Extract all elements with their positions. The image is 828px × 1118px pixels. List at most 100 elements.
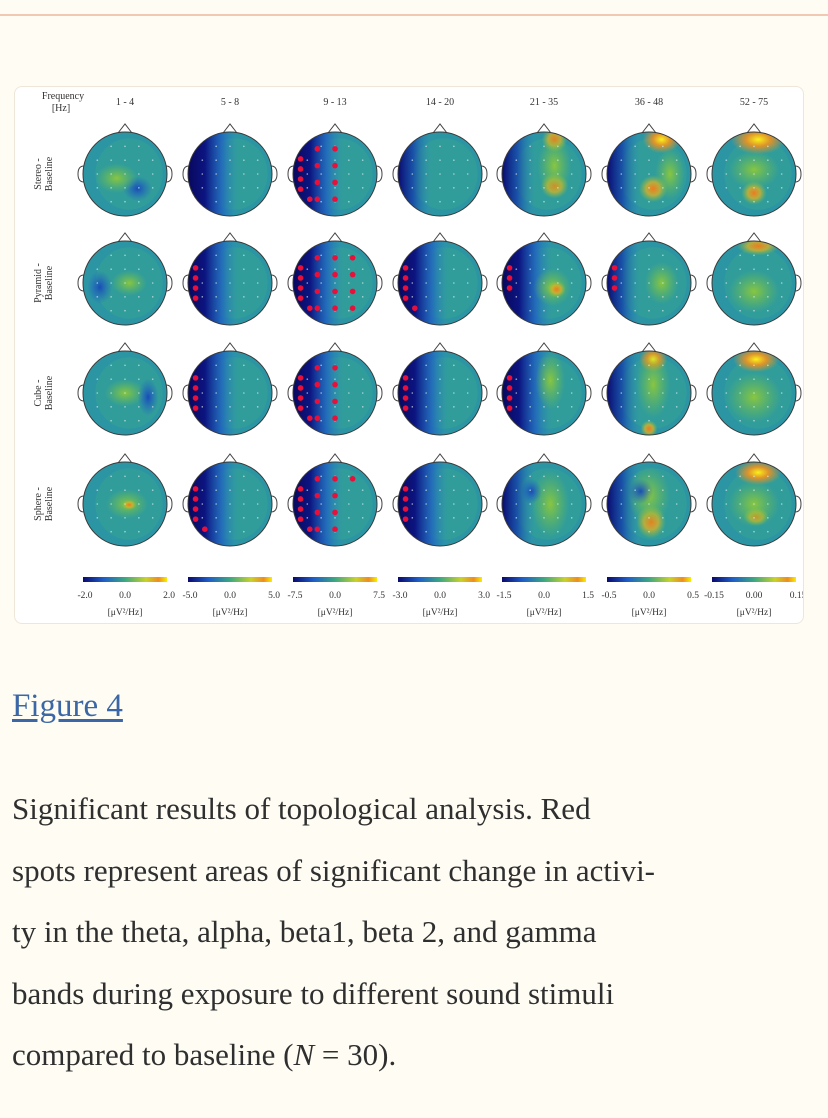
significant-electrode-dot xyxy=(314,415,321,422)
head-outline xyxy=(82,131,168,217)
nose-marker xyxy=(222,232,238,243)
head-outline xyxy=(82,350,168,436)
significant-electrode-dot xyxy=(506,375,513,381)
topomap-0-3 xyxy=(392,123,488,217)
topomap-2-0 xyxy=(77,342,173,436)
colorbar-6 xyxy=(712,577,796,582)
nose-marker xyxy=(222,453,238,464)
significant-electrode-dot xyxy=(332,526,338,532)
significant-electrode-dot xyxy=(314,476,321,482)
significant-electrode-dot xyxy=(192,295,199,301)
left-ear-marker xyxy=(392,384,400,402)
significant-electrode-dot xyxy=(349,271,356,278)
significant-electrode-dot xyxy=(332,255,338,261)
nose-marker xyxy=(222,123,238,134)
topomap-1-5 xyxy=(601,232,697,326)
significant-electrode-dot xyxy=(314,509,321,516)
significant-electrode-dot xyxy=(297,405,304,411)
significant-electrode-dot xyxy=(297,285,304,291)
significant-electrode-dot xyxy=(412,305,418,311)
figure-4-link[interactable]: Figure 4 xyxy=(12,688,123,724)
colorbar-max-4: 1.5 xyxy=(582,591,594,601)
caption-line-5-pre: compared to baseline ( xyxy=(12,1037,294,1072)
right-ear-marker xyxy=(480,165,488,183)
topomap-1-0 xyxy=(77,232,173,326)
significant-electrode-dot xyxy=(297,506,304,512)
nose-marker xyxy=(536,123,552,134)
nose-marker xyxy=(746,342,762,353)
significant-electrode-dot xyxy=(297,385,304,391)
nose-marker xyxy=(641,453,657,464)
significant-electrode-dot xyxy=(192,265,199,271)
nose-marker xyxy=(746,453,762,464)
head-outline xyxy=(711,240,797,326)
topomap-3-6 xyxy=(706,453,802,547)
significant-electrode-dot xyxy=(297,176,304,182)
condition-sublabel-0: Baseline xyxy=(44,156,55,191)
head-outline xyxy=(397,461,483,547)
condition-label-3: Sphere - xyxy=(33,487,44,521)
colorbar-max-0: 2.0 xyxy=(163,591,175,601)
colorbar-1 xyxy=(188,577,272,582)
nose-marker xyxy=(327,123,343,134)
significant-electrode-dot xyxy=(314,255,321,261)
head-outline xyxy=(606,240,692,326)
head-outline xyxy=(606,131,692,217)
head-outline xyxy=(397,131,483,217)
right-ear-marker xyxy=(689,274,697,292)
right-ear-marker xyxy=(794,495,802,513)
figure-caption: Significant results of topological analy… xyxy=(12,778,818,1086)
significant-electrode-dot xyxy=(307,196,313,202)
left-ear-marker xyxy=(392,165,400,183)
significant-electrode-dot xyxy=(332,476,338,482)
right-ear-marker xyxy=(270,274,278,292)
head-outline xyxy=(187,461,273,547)
significant-electrode-dot xyxy=(332,398,338,405)
head-outline xyxy=(187,240,273,326)
left-ear-marker xyxy=(496,165,504,183)
significant-electrode-dot xyxy=(314,365,321,371)
nose-marker xyxy=(641,232,657,243)
topomap-1-3 xyxy=(392,232,488,326)
colorbar-unit-4: [μV²/Hz] xyxy=(527,608,562,618)
nose-marker xyxy=(746,123,762,134)
colorbar-min-4: -1.5 xyxy=(496,591,511,601)
left-ear-marker xyxy=(496,274,504,292)
right-ear-marker xyxy=(584,384,592,402)
nose-marker xyxy=(536,453,552,464)
topomap-2-5 xyxy=(601,342,697,436)
significant-electrode-dot xyxy=(297,166,304,172)
significant-electrode-dot xyxy=(506,405,513,411)
significant-electrode-dot xyxy=(297,516,304,522)
right-ear-marker xyxy=(270,495,278,513)
significant-electrode-dot xyxy=(297,265,304,271)
left-ear-marker xyxy=(287,495,295,513)
band-label-5: 36 - 48 xyxy=(635,97,663,108)
significant-electrode-dot xyxy=(332,365,338,371)
left-ear-marker xyxy=(77,384,85,402)
significant-electrode-dot xyxy=(402,516,409,522)
colorbar-min-0: -2.0 xyxy=(77,591,92,601)
left-ear-marker xyxy=(706,384,714,402)
significant-electrode-dot xyxy=(402,295,409,301)
topomap-0-0 xyxy=(77,123,173,217)
head-outline xyxy=(292,240,378,326)
significant-electrode-dot xyxy=(332,271,338,278)
topomap-2-2 xyxy=(287,342,383,436)
right-ear-marker xyxy=(584,274,592,292)
colorbar-min-5: -0.5 xyxy=(601,591,616,601)
significant-electrode-dot xyxy=(332,381,338,388)
colorbar-0 xyxy=(83,577,167,582)
significant-electrode-dot xyxy=(349,288,356,295)
nose-marker xyxy=(432,453,448,464)
significant-electrode-dot xyxy=(202,526,208,532)
left-ear-marker xyxy=(182,165,190,183)
nose-marker xyxy=(327,342,343,353)
significant-electrode-dot xyxy=(314,398,321,405)
band-label-3: 14 - 20 xyxy=(426,97,454,108)
left-ear-marker xyxy=(77,495,85,513)
figure-image[interactable]: Frequency [Hz] 1 - 4 5 - 8 9 - 13 14 - 20 21 -… xyxy=(14,86,804,624)
head-outline xyxy=(187,131,273,217)
head-outline xyxy=(501,350,587,436)
condition-label-1: Pyramid - xyxy=(33,263,44,303)
